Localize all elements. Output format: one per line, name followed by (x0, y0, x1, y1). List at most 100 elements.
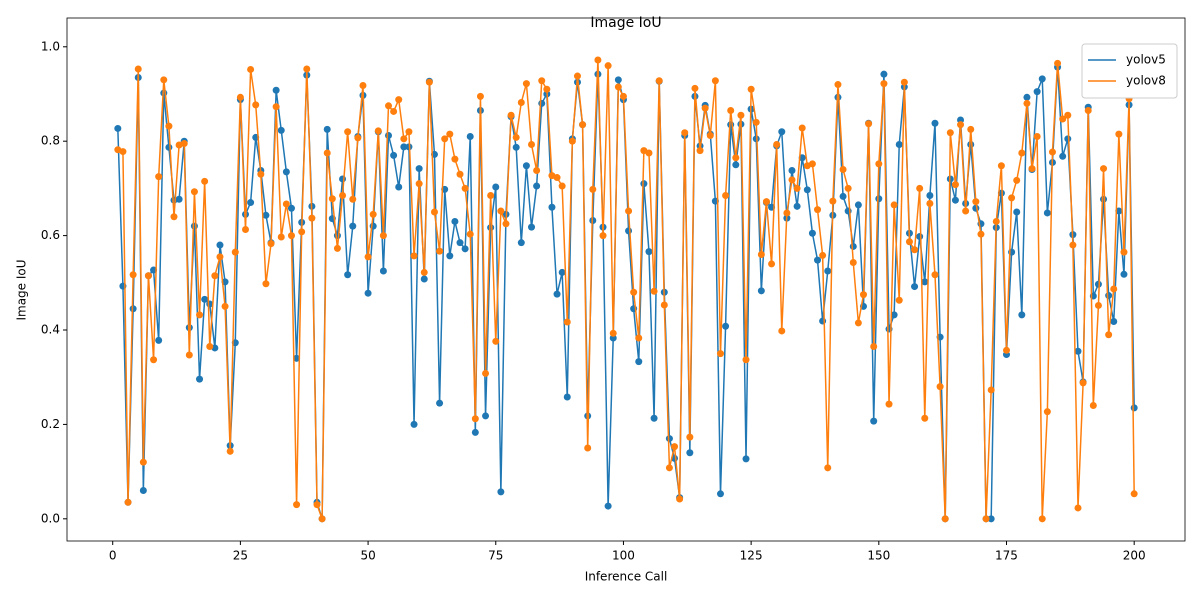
marker (722, 322, 730, 330)
marker (563, 318, 571, 326)
marker (824, 464, 832, 472)
marker (497, 207, 505, 215)
marker (604, 62, 612, 70)
marker (436, 399, 444, 407)
marker (630, 288, 638, 296)
marker (1043, 408, 1051, 416)
marker (1120, 270, 1128, 278)
marker (783, 209, 791, 217)
marker (333, 232, 341, 240)
marker (287, 232, 295, 240)
marker (1023, 93, 1031, 101)
marker (1038, 75, 1046, 83)
marker (742, 455, 750, 463)
y-tick-label: 0.6 (41, 228, 60, 242)
marker (1120, 248, 1128, 256)
marker (451, 217, 459, 225)
marker (599, 232, 607, 240)
marker (880, 70, 888, 78)
marker (150, 356, 158, 364)
marker (870, 417, 878, 425)
marker (430, 208, 438, 216)
marker (216, 241, 224, 249)
marker (155, 336, 163, 344)
marker (681, 129, 689, 137)
marker (339, 191, 347, 199)
series (114, 56, 1138, 523)
marker (318, 515, 326, 523)
marker (798, 124, 806, 132)
marker (476, 92, 484, 100)
marker (114, 124, 122, 132)
marker (553, 174, 561, 182)
x-tick-label: 75 (488, 549, 503, 563)
marker (262, 280, 270, 288)
marker (160, 76, 168, 84)
marker (119, 148, 127, 156)
marker (926, 200, 934, 208)
marker (553, 290, 561, 298)
marker (584, 444, 592, 452)
marker (997, 162, 1005, 170)
marker (415, 165, 423, 173)
marker (711, 77, 719, 85)
marker (522, 80, 530, 88)
legend-label: yolov5 (1126, 53, 1166, 67)
marker (819, 317, 827, 325)
marker (533, 166, 541, 174)
marker (951, 196, 959, 204)
marker (803, 186, 811, 194)
marker (793, 184, 801, 192)
marker (400, 135, 408, 143)
marker (716, 490, 724, 498)
marker (349, 195, 357, 203)
marker (890, 311, 898, 319)
marker (900, 78, 908, 86)
marker (538, 77, 546, 85)
marker (793, 202, 801, 210)
marker (180, 140, 188, 148)
marker (482, 412, 490, 420)
marker (333, 244, 341, 252)
marker (839, 192, 847, 200)
y-axis-label: Image IoU (15, 259, 29, 320)
marker (364, 289, 372, 297)
marker (436, 247, 444, 255)
marker (374, 127, 382, 135)
marker (538, 99, 546, 107)
marker (390, 107, 398, 115)
marker (543, 85, 551, 93)
marker (967, 125, 975, 133)
marker (563, 393, 571, 401)
marker (619, 92, 627, 100)
marker (1008, 194, 1016, 202)
marker (727, 107, 735, 115)
marker (1130, 490, 1138, 498)
marker (788, 166, 796, 174)
marker (977, 230, 985, 238)
marker (385, 132, 393, 140)
marker (1079, 379, 1087, 387)
legend-box (1081, 43, 1178, 99)
marker (568, 137, 576, 145)
marker (854, 319, 862, 327)
marker (410, 252, 418, 260)
marker (379, 232, 387, 240)
marker (323, 149, 331, 157)
marker (778, 327, 786, 335)
marker (604, 502, 612, 510)
marker (528, 141, 536, 149)
marker (1023, 99, 1031, 107)
marker (293, 501, 301, 509)
marker (461, 184, 469, 192)
marker (492, 337, 500, 345)
marker (614, 76, 622, 84)
marker (1013, 208, 1021, 216)
x-tick-label: 25 (233, 549, 248, 563)
marker (451, 155, 459, 163)
marker (487, 224, 495, 232)
marker (768, 260, 776, 268)
marker (395, 96, 403, 104)
marker (691, 84, 699, 92)
